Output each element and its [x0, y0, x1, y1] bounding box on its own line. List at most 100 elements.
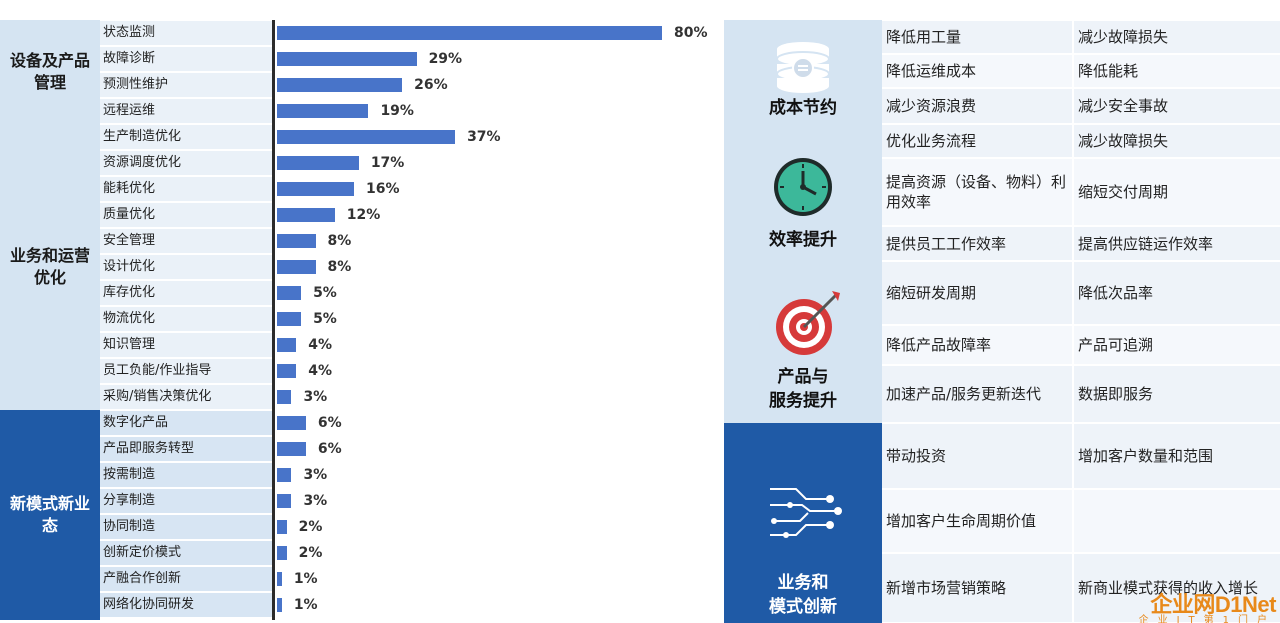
bar — [277, 468, 292, 482]
benefit-cell: 加速产品/服务更新迭代 — [882, 366, 1072, 422]
benefit-cell: 降低运维成本 — [882, 55, 1072, 87]
bar — [277, 234, 316, 248]
bar-value-label: 6% — [317, 441, 342, 457]
bar-value-label: 8% — [327, 233, 352, 249]
bar-value-label: 3% — [303, 389, 328, 405]
bar — [277, 26, 662, 40]
item-label: 员工负能/作业指导 — [100, 359, 272, 383]
category-title: 效率提升 — [769, 230, 837, 250]
category-cost-saving: 成本节约 — [724, 20, 882, 124]
circuit-icon — [770, 488, 842, 538]
bars-area: 80% 29% 26% 19% 37% 17% 16% 12% 8% 8% 5% 5% 4% 4% 3% 6%… — [275, 20, 720, 620]
bar-value-label: 5% — [313, 311, 337, 327]
category-efficiency: 效率提升 — [724, 124, 882, 261]
bar — [277, 78, 403, 92]
bar — [277, 130, 456, 144]
item-label: 远程运维 — [100, 99, 272, 123]
bar — [277, 312, 302, 326]
benefit-cell: 降低次品率 — [1074, 262, 1280, 324]
group-operations-optimization: 业务和运营优化 — [0, 124, 100, 410]
group-new-business-models: 新模式新业态 — [0, 410, 100, 620]
category-product-service: 产品与 服务提升 — [724, 261, 882, 423]
bar — [277, 442, 306, 456]
bar-value-label: 4% — [308, 363, 333, 379]
item-label: 设计优化 — [100, 255, 272, 279]
bar-value-label: 2% — [298, 519, 323, 535]
bar-value-label: 17% — [370, 155, 405, 171]
item-label: 按需制造 — [100, 463, 272, 487]
benefit-cell: 减少故障损失 — [1074, 21, 1280, 53]
bar — [277, 338, 297, 352]
bar-value-label: 80% — [674, 25, 708, 41]
bar — [277, 286, 302, 300]
bar — [277, 156, 359, 170]
item-label: 采购/销售决策优化 — [100, 385, 272, 409]
bar — [277, 598, 282, 612]
bar-value-label: 8% — [327, 259, 352, 275]
category-title: 业务和 — [777, 573, 829, 593]
target-icon — [776, 291, 840, 355]
bar-value-label: 2% — [298, 545, 323, 561]
bar-value-label: 12% — [346, 207, 381, 223]
benefit-cell: 减少故障损失 — [1074, 125, 1280, 157]
item-label: 物流优化 — [100, 307, 272, 331]
bar — [277, 182, 354, 196]
bar — [277, 260, 316, 274]
benefit-cell: 缩短交付周期 — [1074, 159, 1280, 225]
benefit-cell: 带动投资 — [882, 424, 1072, 488]
benefit-cell — [1074, 490, 1280, 552]
item-label: 网络化协同研发 — [100, 593, 272, 617]
item-label: 知识管理 — [100, 333, 272, 357]
bar-value-label: 19% — [380, 103, 414, 119]
benefit-cell: 提高供应链运作效率 — [1074, 227, 1280, 260]
clock-icon — [774, 158, 832, 216]
benefit-cell: 减少资源浪费 — [882, 89, 1072, 123]
category-title: 成本节约 — [769, 98, 837, 118]
item-label: 质量优化 — [100, 203, 272, 227]
bar-value-label: 5% — [313, 285, 337, 301]
bar-value-label: 26% — [414, 77, 448, 93]
item-label: 产融合作创新 — [100, 567, 272, 591]
bar-value-label: 3% — [303, 467, 328, 483]
category-title: 产品与 — [777, 367, 829, 387]
bar-value-label: 1% — [293, 571, 318, 587]
benefit-cell: 提高资源（设备、物料）利用效率 — [882, 159, 1072, 225]
bar-value-label: 1% — [293, 597, 318, 613]
benefit-cell: 降低用工量 — [882, 21, 1072, 53]
benefit-cell: 数据即服务 — [1074, 366, 1280, 422]
benefits-table: 成本节约 效率提升 产品与 服务提升 — [724, 20, 1280, 623]
bar-value-label: 4% — [308, 337, 333, 353]
bar — [277, 390, 292, 404]
axis-line — [272, 20, 275, 620]
item-label: 协同制造 — [100, 515, 272, 539]
database-icon — [776, 42, 830, 93]
category-business-innovation: 业务和 模式创新 — [724, 423, 882, 623]
benefit-cell: 增加客户生命周期价值 — [882, 490, 1072, 552]
bar — [277, 416, 306, 430]
benefit-cell: 优化业务流程 — [882, 125, 1072, 157]
item-label: 创新定价模式 — [100, 541, 272, 565]
item-label: 安全管理 — [100, 229, 272, 253]
benefit-cell: 减少安全事故 — [1074, 89, 1280, 123]
category-title: 服务提升 — [769, 391, 837, 411]
item-label: 预测性维护 — [100, 73, 272, 97]
watermark-logo: 企业网D1Net 企业IT第1门户 — [1116, 587, 1277, 623]
bar-value-label: 6% — [317, 415, 342, 431]
benefit-cell: 增加客户数量和范围 — [1074, 424, 1280, 488]
item-label: 故障诊断 — [100, 47, 272, 71]
item-label: 分享制造 — [100, 489, 272, 513]
benefit-cell: 降低能耗 — [1074, 55, 1280, 87]
usage-bar-chart: 设备及产品管理 业务和运营优化 新模式新业态 状态监测 故障诊断 预测性维护 远程运维… — [0, 20, 720, 620]
item-label: 资源调度优化 — [100, 151, 272, 175]
bar-value-label: 37% — [467, 129, 501, 145]
bar — [277, 364, 297, 378]
item-label: 状态监测 — [100, 21, 272, 45]
bar-value-label: 3% — [303, 493, 328, 509]
item-label: 生产制造优化 — [100, 125, 272, 149]
bar — [277, 208, 335, 222]
item-label: 库存优化 — [100, 281, 272, 305]
group-equipment-management: 设备及产品管理 — [0, 20, 100, 124]
item-label: 数字化产品 — [100, 411, 272, 435]
benefit-cell: 新增市场营销策略 — [882, 554, 1072, 622]
watermark-subtitle: 企业IT第1门户 — [1138, 615, 1276, 623]
